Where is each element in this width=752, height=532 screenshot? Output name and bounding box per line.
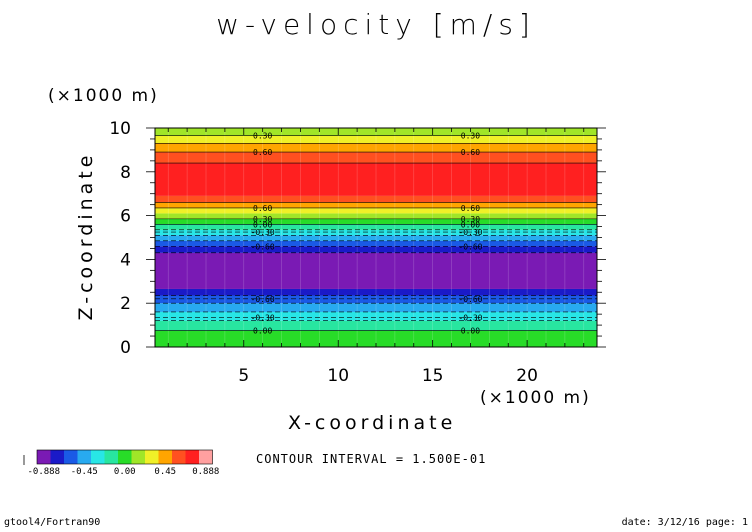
colorbar-swatch (172, 450, 186, 464)
colorbar-swatch (64, 450, 78, 464)
colorbar-swatch (131, 450, 145, 464)
contour-band (155, 202, 597, 208)
colorbar-swatch (104, 450, 118, 464)
contour-label: -0.60 (251, 242, 275, 251)
contour-interval-text: CONTOUR INTERVAL = 1.500E-01 (256, 452, 487, 466)
contour-band (155, 152, 597, 164)
contour-band (155, 213, 597, 219)
contour-label: 0.30 (461, 215, 480, 224)
colorbar-frame (36, 449, 213, 465)
contour-band (155, 195, 597, 203)
colorbar-swatch (50, 450, 64, 464)
contour-band (155, 235, 597, 241)
contour-band (155, 218, 597, 225)
contour-band (155, 224, 597, 230)
contour-band (155, 163, 597, 196)
contour-band (155, 143, 597, 153)
contour-label: -0.60 (458, 295, 482, 304)
colorbar-swatch (77, 450, 91, 464)
contour-band (155, 288, 597, 296)
contour-band (155, 303, 597, 312)
contour-band (155, 240, 597, 247)
contour-label: 0.60 (461, 204, 480, 213)
contour-label: 0.00 (461, 220, 480, 229)
contour-band (155, 330, 597, 347)
chart-title: w-velocity [m/s] (216, 8, 536, 41)
y-tick-label: 2 (120, 294, 131, 314)
y-tick-label: 6 (120, 207, 131, 227)
contour-band (155, 320, 597, 331)
contour-band (155, 207, 597, 214)
contour-label: 0.60 (253, 204, 272, 213)
contour-band (155, 229, 597, 236)
contour-label: 0.00 (461, 327, 480, 336)
x-tick-label: 15 (422, 366, 444, 386)
footer-software-label: gtool4/Fortran90 (4, 517, 101, 528)
contour-label: 0.00 (253, 327, 272, 336)
contour-label: -0.60 (458, 242, 482, 251)
contour-label: -0.60 (251, 295, 275, 304)
colorbar-swatch (199, 450, 213, 464)
contour-label: 0.60 (461, 148, 480, 157)
x-tick-label: 10 (327, 366, 349, 386)
contour-band (155, 246, 597, 253)
colorbar-swatch (158, 450, 172, 464)
contour-label: -0.30 (458, 228, 482, 237)
x-axis-unit: (×1000 m) (480, 388, 591, 408)
contour-label: -0.30 (251, 313, 275, 322)
contour-label: -0.30 (251, 228, 275, 237)
footer-date-page: date: 3/12/16 page: 1 (621, 517, 748, 528)
x-tick-label: 20 (516, 366, 538, 386)
colorbar-label: -0.45 (71, 467, 98, 477)
contour-label: 0.00 (253, 220, 272, 229)
x-axis-label: X-coordinate (288, 412, 457, 434)
contour-label: 0.60 (253, 148, 272, 157)
colorbar-swatch (185, 450, 199, 464)
colorbar-swatch (91, 450, 105, 464)
colorbar-swatch (118, 450, 132, 464)
contour-band (155, 252, 597, 289)
contour-label: 0.30 (461, 132, 480, 141)
colorbar-label: 0.888 (192, 467, 219, 477)
contour-band (155, 311, 597, 321)
y-tick-label: 4 (120, 250, 131, 270)
contour-band (155, 135, 597, 144)
contour-label: -0.30 (458, 313, 482, 322)
contour-band (155, 295, 597, 304)
contour-label: 0.30 (253, 215, 272, 224)
y-axis-unit: (×1000 m) (48, 86, 159, 106)
colorbar-swatch (37, 450, 51, 464)
y-tick-label: 8 (120, 163, 131, 183)
colorbar-label: 0.00 (114, 467, 136, 477)
y-tick-label: 0 (120, 338, 131, 358)
y-tick-label: 10 (109, 119, 131, 139)
colorbar-label: -0.888 (27, 467, 60, 477)
colorbar-label: 0.45 (154, 467, 176, 477)
colorbar-swatch (145, 450, 159, 464)
contour-label: 0.30 (253, 132, 272, 141)
x-tick-label: 5 (238, 366, 249, 386)
